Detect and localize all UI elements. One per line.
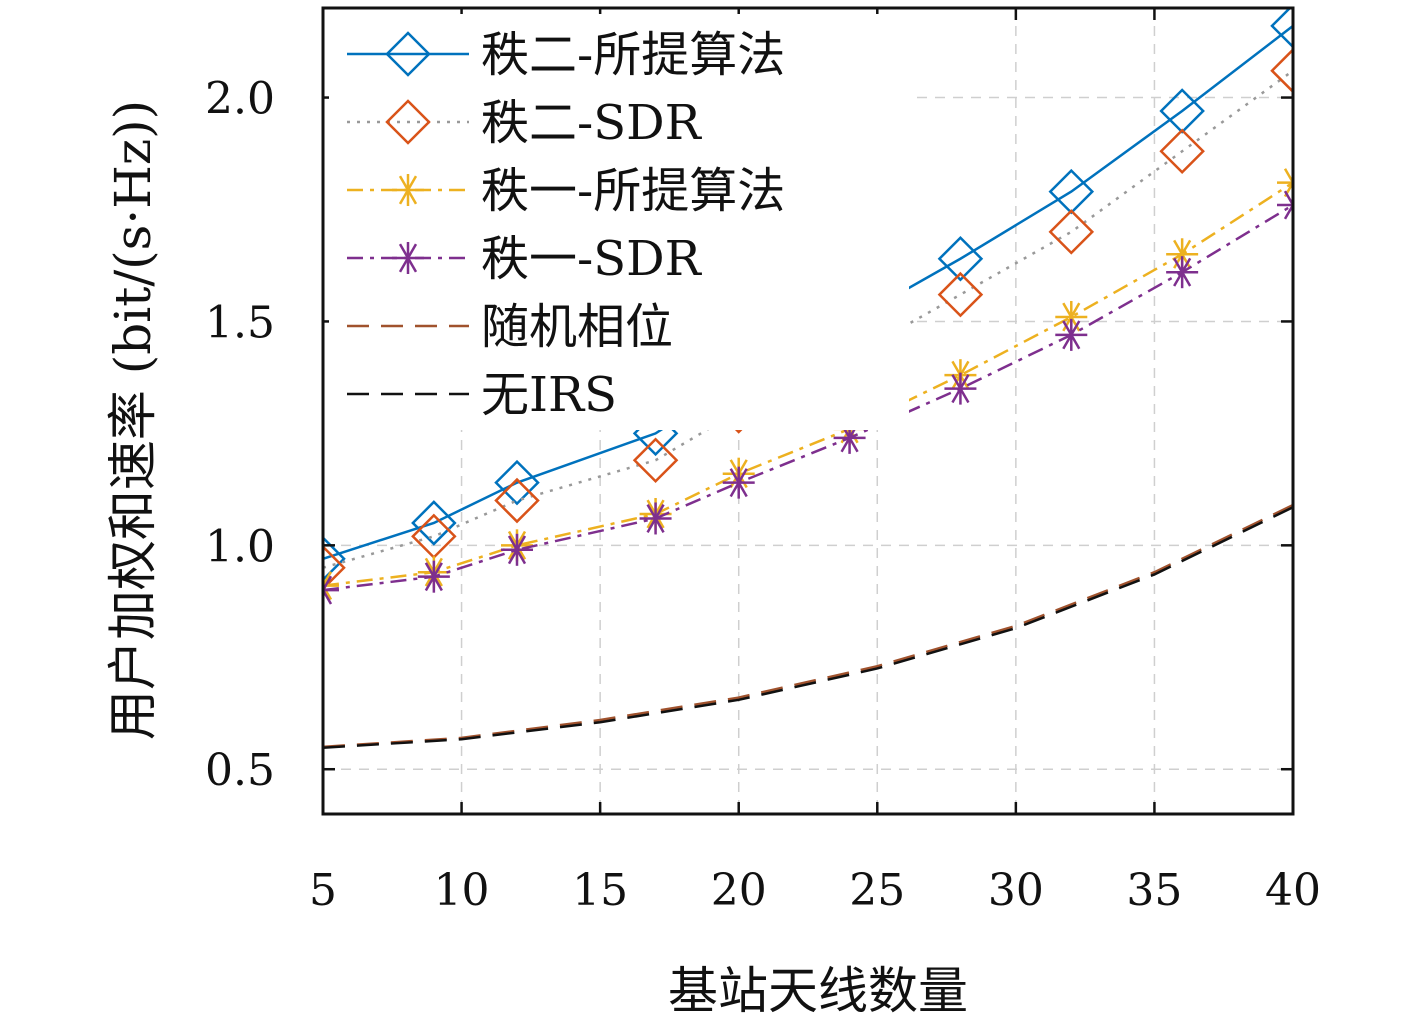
legend-marker bbox=[392, 174, 424, 206]
series-4 bbox=[323, 189, 1293, 607]
series-line bbox=[323, 503, 1293, 749]
data-point bbox=[411, 500, 457, 546]
legend-item: 随机相位 bbox=[347, 299, 673, 355]
data-point bbox=[1277, 166, 1293, 199]
data-point bbox=[417, 560, 450, 593]
series-6 bbox=[323, 506, 1293, 749]
x-axis-label: 基站天线数量 bbox=[668, 962, 968, 1020]
legend-box bbox=[329, 14, 909, 430]
marker-stroke bbox=[323, 575, 333, 593]
legend-item: 秩一-SDR bbox=[347, 231, 703, 287]
legend-item: 秩二-所提算法 bbox=[347, 27, 785, 83]
data-point bbox=[1270, 47, 1293, 94]
data-point bbox=[494, 459, 540, 506]
marker-stroke bbox=[323, 571, 333, 589]
data-point bbox=[722, 466, 755, 499]
data-point bbox=[632, 437, 679, 484]
data-point bbox=[1277, 189, 1293, 222]
data-point bbox=[1166, 256, 1199, 289]
legend-marker bbox=[385, 99, 431, 145]
legend-label: 秩一-所提算法 bbox=[481, 163, 785, 219]
legend-marker bbox=[392, 242, 424, 274]
data-point bbox=[323, 535, 346, 582]
x-tick-label: 15 bbox=[572, 865, 628, 916]
marker-stroke bbox=[1283, 190, 1293, 208]
legend-label: 无IRS bbox=[481, 367, 617, 423]
marker-stroke bbox=[1283, 180, 1293, 198]
data-point bbox=[1048, 209, 1095, 255]
marker-stroke bbox=[323, 587, 333, 605]
x-tick-label: 25 bbox=[849, 865, 905, 916]
x-tick-label: 35 bbox=[1126, 865, 1182, 916]
data-point bbox=[494, 477, 540, 524]
x-tick-label: 10 bbox=[434, 865, 490, 916]
data-point bbox=[1055, 318, 1088, 351]
x-tick-label: 5 bbox=[309, 865, 337, 916]
legend-marker bbox=[385, 31, 431, 77]
y-tick-label: 0.5 bbox=[205, 745, 275, 796]
legend-item: 秩二-SDR bbox=[347, 95, 703, 151]
series-line bbox=[323, 506, 1293, 749]
data-point bbox=[639, 502, 672, 535]
marker-stroke bbox=[1283, 202, 1293, 220]
data-point bbox=[1270, 8, 1293, 49]
x-tick-label: 20 bbox=[711, 865, 767, 916]
data-point bbox=[1159, 128, 1205, 175]
y-axis-label: 用户加权和速率 (bit/(s·Hz)) bbox=[104, 100, 162, 740]
data-point bbox=[937, 235, 984, 282]
legend-label: 随机相位 bbox=[481, 299, 673, 355]
data-point bbox=[323, 574, 339, 607]
plot-frame bbox=[321, 6, 1295, 816]
marker-stroke bbox=[323, 583, 333, 601]
series-5 bbox=[323, 503, 1293, 749]
data-point bbox=[937, 271, 984, 318]
legend-item: 无IRS bbox=[347, 367, 617, 423]
series-line bbox=[323, 69, 1293, 569]
series-line bbox=[323, 203, 1293, 592]
x-tick-label: 40 bbox=[1265, 865, 1321, 916]
legend-label: 秩二-所提算法 bbox=[481, 27, 785, 83]
marker-stroke bbox=[1283, 168, 1293, 186]
legend-item: 秩一-所提算法 bbox=[347, 163, 785, 219]
data-point bbox=[323, 544, 346, 591]
series-line bbox=[323, 181, 1293, 587]
y-tick-label: 1.5 bbox=[205, 297, 275, 348]
y-tick-label: 2.0 bbox=[205, 74, 275, 125]
y-tick-label: 1.0 bbox=[205, 521, 275, 572]
data-point bbox=[501, 533, 533, 566]
data-point bbox=[323, 569, 339, 602]
x-tick-label: 30 bbox=[988, 865, 1044, 916]
ticks: 5 10 15 20 25 30 35 40 0.5 1.0 1.5 2.0 bbox=[205, 8, 1321, 916]
legend-label: 秩二-SDR bbox=[481, 95, 703, 151]
legend-label: 秩一-SDR bbox=[481, 231, 703, 287]
data-point bbox=[944, 372, 977, 405]
